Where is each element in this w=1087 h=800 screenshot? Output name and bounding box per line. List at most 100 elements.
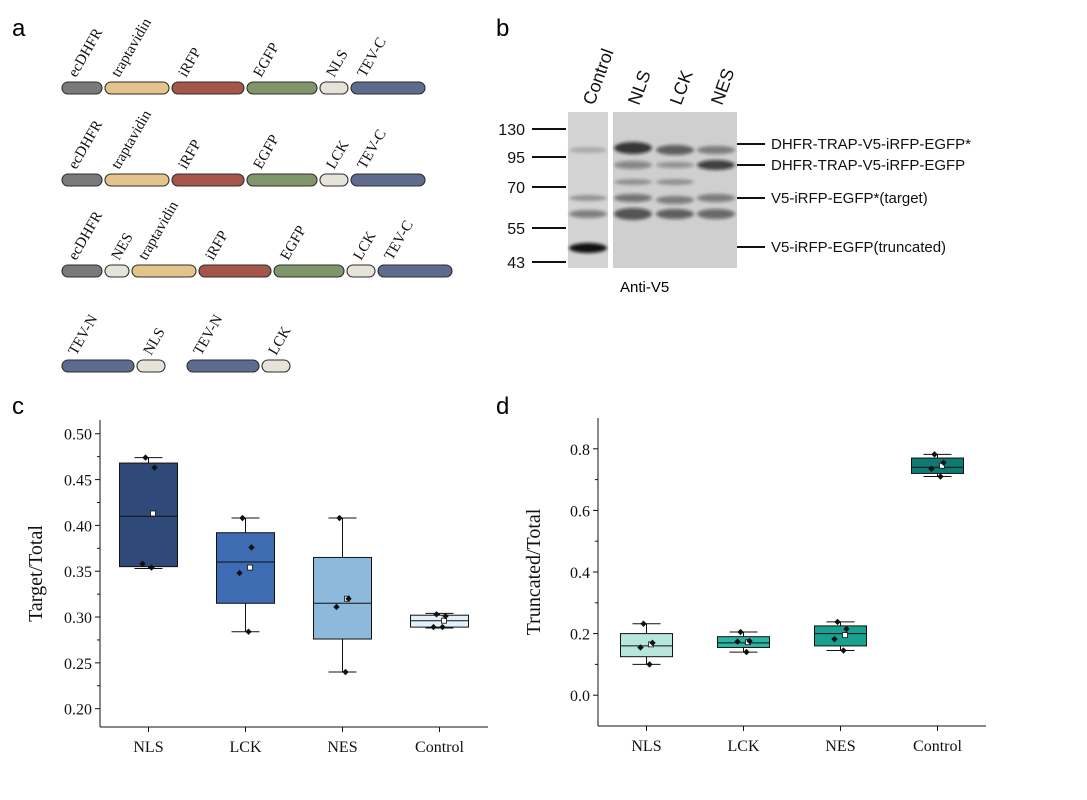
x-tick-label-control: Control [913,738,962,755]
lane-label-nls: NLS [624,68,655,108]
data-point [236,569,243,577]
segment-label: ecDHFR [66,209,107,263]
lane-label-control: Control [579,46,618,107]
blot-band [656,196,694,204]
segment-label: TEV-C [355,35,390,80]
segment-egfp [273,264,345,278]
segment-tev-n [186,359,260,373]
blot-band [614,142,652,154]
segment-label: traptavidin [109,107,156,172]
mean-marker [247,564,253,571]
segment-nls [319,81,349,95]
segment-label: NES [109,230,137,263]
blot-membrane-samples [613,112,737,268]
y-axis-label: Target/Total [25,525,47,622]
data-point [430,623,437,631]
data-point [843,625,850,633]
data-point [139,560,146,568]
panel-label-d: d [496,393,509,420]
segment-label: traptavidin [109,15,156,80]
box-chart-target: 0.20 0.25 0.30 0.35 0.40 0.45 0.50 Target/Total… [25,420,488,756]
blot-band [614,161,652,169]
data-point [142,454,149,461]
segment-traptavidin [131,264,197,278]
blot-antibody-label: Anti-V5 [620,279,669,296]
segment-tev-c [350,173,426,187]
segment-label: NLS [324,47,352,80]
marker-label-70: 70 [507,180,525,197]
data-point [439,623,446,631]
lane-label-nes: NES [707,66,738,108]
segment-egfp [246,173,318,187]
segment-ecdhfr [61,264,103,278]
data-point [737,628,744,636]
y-tick-label: 0.0 [570,688,590,705]
data-point [834,618,841,626]
data-point [345,595,352,602]
segment-label: ecDHFR [66,26,107,80]
construct-2: ecDHFR traptavidin iRFP EGFP LCK TEV-C [61,107,426,187]
data-point [743,648,750,656]
segment-label: TEV-N [191,312,227,358]
band-label: DHFR-TRAP-V5-iRFP-EGFP [771,157,965,174]
x-tick-label-nes: NES [327,739,357,756]
blot-band [697,146,735,154]
construct-1: ecDHFR traptavidin iRFP EGFP NLS TEV-C [61,15,426,95]
blot-band [697,209,735,219]
segment-label: traptavidin [136,198,183,263]
band-label: DHFR-TRAP-V5-iRFP-EGFP* [771,136,971,153]
blot-band [614,179,652,185]
y-tick-label: 0.25 [64,656,92,673]
x-tick-label-lck: LCK [728,738,760,755]
band-label: V5-iRFP-EGFP(truncated) [771,239,946,256]
data-point [640,620,647,627]
marker-label-55: 55 [507,221,525,238]
y-tick-label: 0.40 [64,518,92,535]
segment-label: EGFP [251,132,283,172]
y-tick-label: 0.20 [64,702,92,719]
segment-label: NLS [141,325,169,358]
blot-band [569,195,607,201]
segment-ecdhfr [61,173,103,187]
segment-irfp [171,173,245,187]
segment-nls [136,359,166,373]
blot-band [656,162,694,168]
segment-label: EGFP [251,40,283,80]
data-point [148,564,155,571]
segment-traptavidin [104,173,170,187]
blot-band [614,194,652,202]
box-nls [620,633,673,658]
mean-marker [441,617,447,624]
marker-label-95: 95 [507,150,525,167]
data-point [342,668,349,676]
segment-ecdhfr [61,81,103,95]
blot-band [614,208,652,220]
data-point [831,635,838,643]
segment-label: iRFP [176,137,205,172]
blot-membrane-control [568,112,608,268]
segment-label: LCK [266,324,295,358]
mean-marker [150,510,156,517]
segment-lck [346,264,376,278]
panel-label-a: a [12,15,26,42]
data-point [245,628,252,635]
data-point [928,465,935,473]
y-tick-label: 0.2 [570,627,590,644]
data-point [333,603,340,611]
box-nes [814,625,867,647]
construct-5: TEV-N LCK [186,312,295,373]
segment-label: TEV-C [355,127,390,172]
blot-band [656,145,694,155]
segment-label: LCK [324,138,353,172]
box-chart-truncated: 0.0 0.2 0.4 0.6 0.8 Truncated/Total NLS LCK NES C… [523,418,986,755]
data-point [649,639,656,647]
blot-band [569,243,607,253]
panel-label-c: c [12,393,24,420]
segment-irfp [198,264,272,278]
y-tick-label: 0.30 [64,610,92,627]
segment-label: LCK [351,229,380,263]
blot-band [569,210,607,218]
segment-tev-c [350,81,426,95]
